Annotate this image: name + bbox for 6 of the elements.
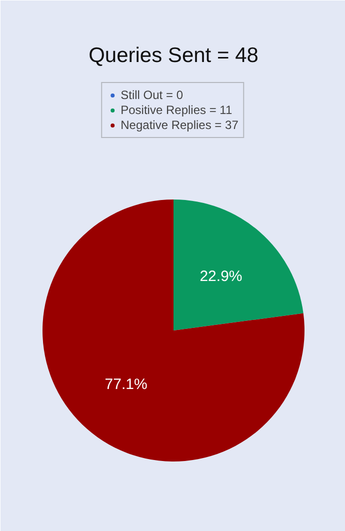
- legend-label: Negative Replies = 37: [120, 118, 238, 132]
- data-label: 77.1%: [104, 376, 148, 394]
- legend-label: Still Out = 0: [120, 88, 183, 102]
- chart-title: Queries Sent = 48: [88, 44, 258, 67]
- data-label: 22.9%: [200, 268, 242, 285]
- legend-label: Positive Replies = 11: [120, 103, 232, 117]
